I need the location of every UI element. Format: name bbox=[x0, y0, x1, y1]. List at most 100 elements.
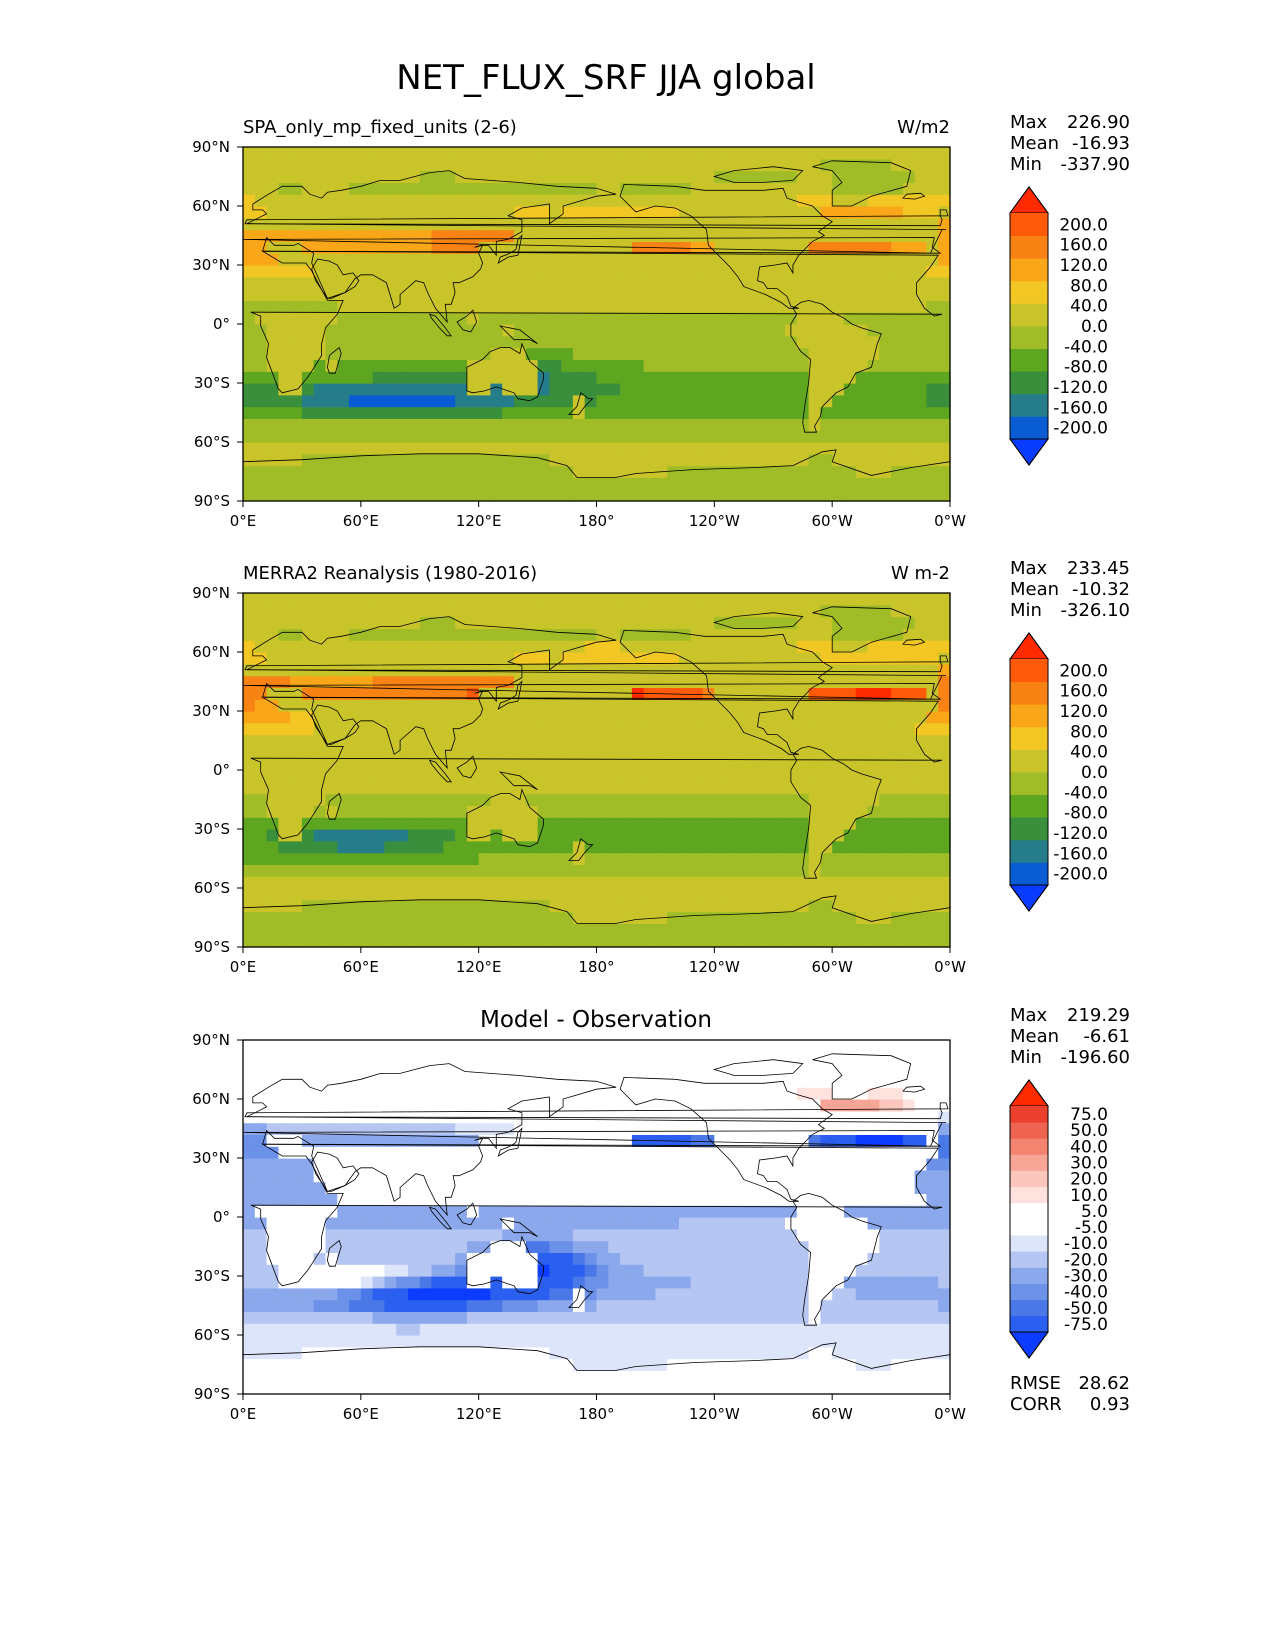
map-cell bbox=[879, 604, 892, 618]
map-cell bbox=[902, 1382, 916, 1395]
map-cell bbox=[891, 746, 904, 759]
map-cell bbox=[926, 746, 939, 759]
map-cell bbox=[266, 687, 279, 700]
map-cell bbox=[773, 347, 786, 360]
map-cell bbox=[325, 746, 338, 759]
map-cell bbox=[620, 1382, 633, 1395]
map-cell bbox=[879, 911, 892, 924]
map-cell bbox=[466, 1382, 480, 1395]
map-cell bbox=[631, 1358, 645, 1371]
map-cell bbox=[620, 1287, 633, 1301]
map-cell bbox=[490, 1228, 503, 1242]
map-cell bbox=[290, 312, 303, 325]
map-cell bbox=[290, 418, 303, 431]
map-cell bbox=[360, 170, 374, 183]
map-cell bbox=[466, 1228, 480, 1242]
map-cell bbox=[631, 829, 645, 842]
map-cell bbox=[572, 864, 586, 877]
map-cell bbox=[443, 864, 456, 877]
map-cell bbox=[384, 1287, 397, 1301]
map-cell bbox=[360, 324, 374, 337]
map-cell bbox=[726, 1228, 739, 1242]
map-cell bbox=[278, 911, 291, 924]
map-cell bbox=[820, 1287, 833, 1301]
map-cell bbox=[891, 324, 904, 337]
map-cell bbox=[443, 371, 456, 384]
map-cell bbox=[761, 888, 774, 901]
map-cell bbox=[820, 1228, 833, 1242]
map-cell bbox=[855, 593, 869, 606]
map-cell bbox=[832, 805, 845, 818]
map-cell bbox=[879, 217, 892, 231]
map-cell bbox=[561, 1169, 574, 1183]
map-cell bbox=[290, 1240, 303, 1253]
map-cell bbox=[349, 383, 362, 396]
map-cell bbox=[761, 453, 774, 467]
coastlines bbox=[243, 160, 950, 501]
map-cell bbox=[843, 1228, 857, 1242]
map-cell bbox=[455, 687, 468, 700]
map-cell bbox=[596, 1287, 609, 1301]
map-cell bbox=[490, 324, 503, 337]
map-cell bbox=[761, 1181, 774, 1194]
map-cell bbox=[360, 852, 374, 865]
map-cell bbox=[726, 1276, 739, 1289]
map-cell bbox=[773, 888, 786, 901]
map-cell bbox=[301, 616, 315, 629]
map-cell bbox=[584, 793, 598, 806]
map-cell bbox=[254, 300, 268, 313]
map-cell bbox=[891, 194, 904, 207]
map-cell bbox=[372, 593, 385, 606]
map-cell bbox=[372, 1382, 385, 1395]
map-cell bbox=[843, 640, 857, 653]
map-cell bbox=[254, 722, 268, 736]
map-cell bbox=[608, 442, 621, 455]
map-cell bbox=[702, 593, 715, 606]
map-cell bbox=[372, 770, 385, 783]
map-cell bbox=[891, 935, 904, 948]
map-cell bbox=[737, 324, 751, 337]
map-cell bbox=[690, 652, 704, 665]
map-cell bbox=[408, 288, 421, 301]
map-cell bbox=[360, 604, 374, 618]
map-cell bbox=[478, 652, 492, 665]
map-cell bbox=[667, 1276, 680, 1289]
map-cell bbox=[572, 1287, 586, 1301]
map-cell bbox=[478, 923, 492, 936]
map-cell bbox=[702, 383, 715, 396]
map-cell bbox=[337, 1311, 350, 1324]
map-cell bbox=[796, 593, 810, 606]
map-cell bbox=[891, 923, 904, 936]
map-cell bbox=[396, 1335, 409, 1348]
map-cell bbox=[525, 170, 539, 183]
map-cell bbox=[867, 442, 880, 455]
map-cell bbox=[549, 1346, 562, 1360]
map-cell bbox=[867, 628, 880, 641]
map-cell bbox=[926, 229, 939, 242]
map-cell bbox=[455, 604, 468, 618]
map-cell bbox=[561, 406, 574, 419]
map-cell bbox=[914, 1181, 927, 1194]
map-cell bbox=[914, 864, 927, 877]
map-cell bbox=[254, 805, 268, 818]
map-cell bbox=[938, 147, 951, 160]
map-cell bbox=[254, 347, 268, 360]
map-cell bbox=[584, 899, 598, 913]
map-cell bbox=[478, 593, 492, 606]
map-cell bbox=[596, 805, 609, 818]
map-cell bbox=[243, 734, 256, 747]
map-cell bbox=[702, 746, 715, 759]
map-cell bbox=[679, 864, 692, 877]
map-cell bbox=[679, 923, 692, 936]
map-cell bbox=[679, 734, 692, 747]
map-cell bbox=[891, 335, 904, 349]
map-cell bbox=[396, 640, 409, 653]
map-cell bbox=[631, 442, 645, 455]
map-cell bbox=[549, 1264, 562, 1277]
map-cell bbox=[443, 746, 456, 759]
map-cell bbox=[360, 430, 374, 443]
map-cell bbox=[243, 652, 256, 665]
map-cell bbox=[679, 465, 692, 478]
map-cell bbox=[820, 465, 833, 478]
colorbar-label: 40.0 bbox=[1070, 297, 1108, 317]
